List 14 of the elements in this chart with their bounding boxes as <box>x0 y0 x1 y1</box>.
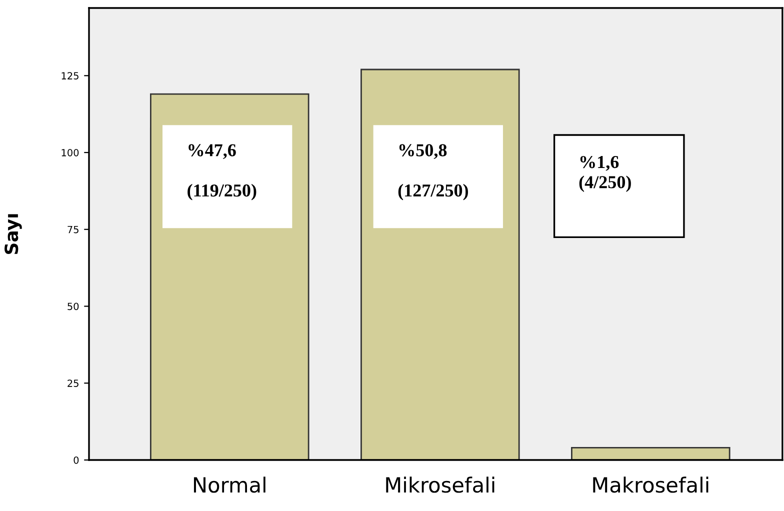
y-tick-label: 125 <box>62 72 78 80</box>
y-tick-label: 0 <box>74 456 79 464</box>
x-tick-label: Makrosefali <box>593 476 708 493</box>
y-tick-label: 50 <box>68 302 79 310</box>
bar <box>571 447 730 460</box>
x-tick-label: Mikrosefali <box>386 476 494 493</box>
y-tick-label: 75 <box>68 226 78 234</box>
text: %50,8 (127/250) <box>398 144 468 200</box>
x-tick-label: Normal <box>194 476 266 493</box>
text: %47,6 (119/250) <box>188 144 256 200</box>
y-tick-label: 100 <box>62 148 79 156</box>
y-axis-title: Sayı <box>4 214 22 254</box>
y-tick-label: 25 <box>68 380 78 387</box>
annotation: %1,6 (4/250) <box>579 156 631 192</box>
